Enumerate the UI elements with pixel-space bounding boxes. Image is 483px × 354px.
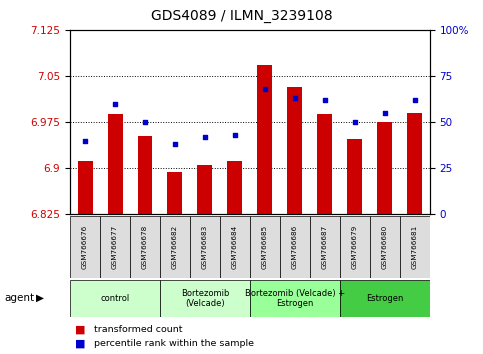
Text: GSM766676: GSM766676 <box>82 225 88 269</box>
Bar <box>250 216 280 278</box>
Point <box>411 97 419 103</box>
Point <box>291 95 299 101</box>
Text: GDS4089 / ILMN_3239108: GDS4089 / ILMN_3239108 <box>151 9 332 23</box>
Text: GSM766682: GSM766682 <box>172 225 178 269</box>
Bar <box>407 113 422 214</box>
Point <box>381 110 389 116</box>
Point <box>321 97 329 103</box>
Bar <box>340 216 370 278</box>
Bar <box>310 216 340 278</box>
Bar <box>257 65 272 214</box>
Text: ▶: ▶ <box>36 293 43 303</box>
Bar <box>168 172 183 214</box>
Text: ■: ■ <box>75 338 85 348</box>
Text: GSM766677: GSM766677 <box>112 225 118 269</box>
Text: Bortezomib
(Velcade): Bortezomib (Velcade) <box>181 289 229 308</box>
Text: GSM766679: GSM766679 <box>352 225 358 269</box>
Bar <box>317 114 332 214</box>
Point <box>111 101 119 107</box>
Text: GSM766686: GSM766686 <box>292 225 298 269</box>
Text: GSM766678: GSM766678 <box>142 225 148 269</box>
Text: percentile rank within the sample: percentile rank within the sample <box>94 339 254 348</box>
Bar <box>100 216 130 278</box>
Bar <box>400 216 430 278</box>
Bar <box>227 161 242 214</box>
Bar <box>220 216 250 278</box>
Bar <box>340 280 430 317</box>
Text: GSM766684: GSM766684 <box>232 225 238 269</box>
Point <box>261 86 269 92</box>
Bar <box>347 139 362 214</box>
Bar <box>287 87 302 214</box>
Text: GSM766683: GSM766683 <box>202 225 208 269</box>
Text: agent: agent <box>5 293 35 303</box>
Text: control: control <box>100 294 129 303</box>
Bar <box>370 216 400 278</box>
Point <box>81 138 89 143</box>
Text: GSM766685: GSM766685 <box>262 225 268 269</box>
Bar <box>160 216 190 278</box>
Point <box>141 119 149 125</box>
Point <box>171 141 179 147</box>
Text: GSM766687: GSM766687 <box>322 225 328 269</box>
Text: Estrogen: Estrogen <box>366 294 404 303</box>
Text: Bortezomib (Velcade) +
Estrogen: Bortezomib (Velcade) + Estrogen <box>245 289 345 308</box>
Point <box>231 132 239 138</box>
Point <box>351 119 359 125</box>
Text: ■: ■ <box>75 325 85 335</box>
Bar <box>70 280 160 317</box>
Bar <box>190 216 220 278</box>
Bar <box>78 161 93 214</box>
Bar <box>280 216 310 278</box>
Bar <box>130 216 160 278</box>
Bar <box>160 280 250 317</box>
Text: GSM766680: GSM766680 <box>382 225 388 269</box>
Text: transformed count: transformed count <box>94 325 183 335</box>
Bar <box>138 136 153 214</box>
Bar <box>108 114 123 214</box>
Bar <box>377 122 392 214</box>
Bar <box>198 165 213 214</box>
Text: GSM766681: GSM766681 <box>412 225 418 269</box>
Bar <box>70 216 100 278</box>
Bar <box>250 280 340 317</box>
Point <box>201 134 209 140</box>
